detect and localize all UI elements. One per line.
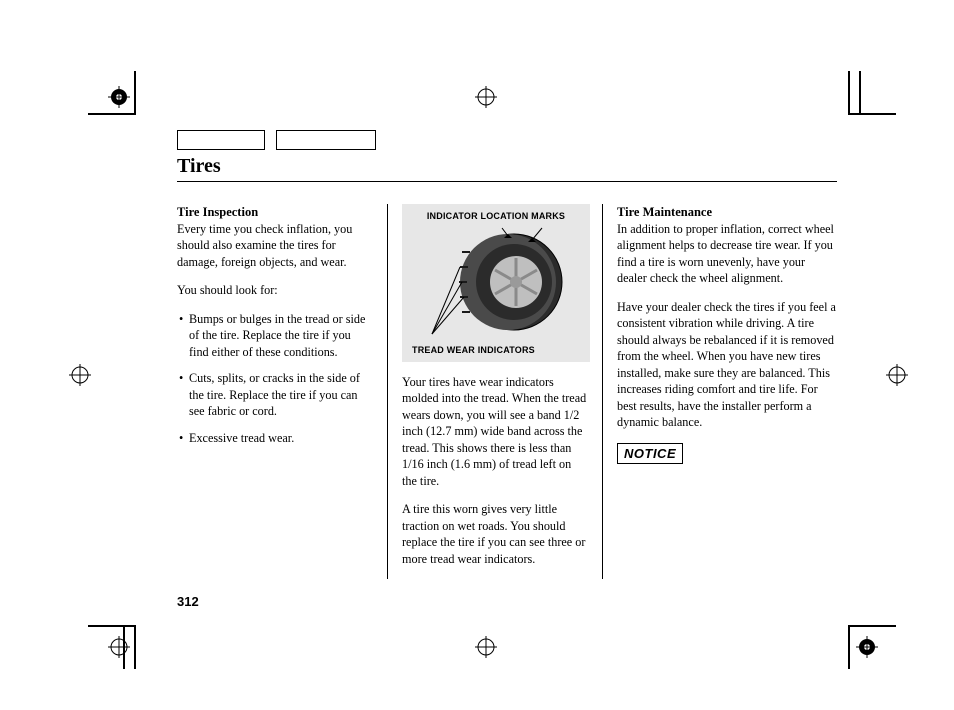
- crop-mark: [848, 625, 850, 669]
- figure-label-top: INDICATOR LOCATION MARKS: [402, 210, 590, 222]
- column-1: Tire Inspection Every time you check inf…: [177, 204, 387, 579]
- bullet-list: Bumps or bulges in the tread or side of …: [177, 311, 373, 446]
- list-item: Excessive tread wear.: [177, 430, 373, 446]
- columns: Tire Inspection Every time you check inf…: [177, 204, 837, 579]
- column-2: INDICATOR LOCATION MARKS: [387, 204, 603, 579]
- title-row: Tires: [177, 155, 837, 182]
- registration-mark-icon: [69, 364, 91, 386]
- page-number: 312: [177, 594, 199, 609]
- list-item: Cuts, splits, or cracks in the side of t…: [177, 370, 373, 419]
- registration-mark-icon: [475, 636, 497, 658]
- subhead-tire-maintenance: Tire Maintenance: [617, 204, 837, 221]
- page-title: Tires: [177, 155, 221, 177]
- crop-mark: [848, 113, 896, 115]
- crop-mark: [88, 113, 136, 115]
- tire-figure: INDICATOR LOCATION MARKS: [402, 204, 590, 362]
- crop-mark: [859, 71, 861, 115]
- paragraph: In addition to proper inflation, correct…: [617, 221, 837, 287]
- paragraph: A tire this worn gives very little tract…: [402, 501, 588, 567]
- column-3: Tire Maintenance In addition to proper i…: [603, 204, 837, 579]
- list-item: Bumps or bulges in the tread or side of …: [177, 311, 373, 360]
- crop-mark: [134, 71, 136, 115]
- notice-box: NOTICE: [617, 443, 837, 465]
- paragraph: Your tires have wear indicators molded i…: [402, 374, 588, 489]
- tab-box: [177, 130, 265, 150]
- crop-mark: [134, 625, 136, 669]
- figure-label-bottom: TREAD WEAR INDICATORS: [412, 344, 535, 356]
- print-page: Tires Tire Inspection Every time you che…: [0, 0, 954, 710]
- registration-mark-icon: [108, 636, 130, 658]
- registration-mark-icon: [475, 86, 497, 108]
- paragraph: Have your dealer check the tires if you …: [617, 299, 837, 431]
- subhead-tire-inspection: Tire Inspection: [177, 204, 373, 221]
- registration-mark-icon: [886, 364, 908, 386]
- paragraph: You should look for:: [177, 282, 373, 298]
- crop-mark: [848, 625, 896, 627]
- crop-mark: [88, 625, 136, 627]
- registration-mark-icon: [108, 86, 130, 108]
- paragraph: Every time you check inflation, you shou…: [177, 221, 373, 270]
- tire-illustration-icon: [402, 222, 590, 342]
- page-content: Tires Tire Inspection Every time you che…: [177, 155, 837, 579]
- registration-mark-icon: [856, 636, 878, 658]
- crop-mark: [848, 71, 850, 115]
- tab-box: [276, 130, 376, 150]
- notice-label: NOTICE: [617, 443, 683, 465]
